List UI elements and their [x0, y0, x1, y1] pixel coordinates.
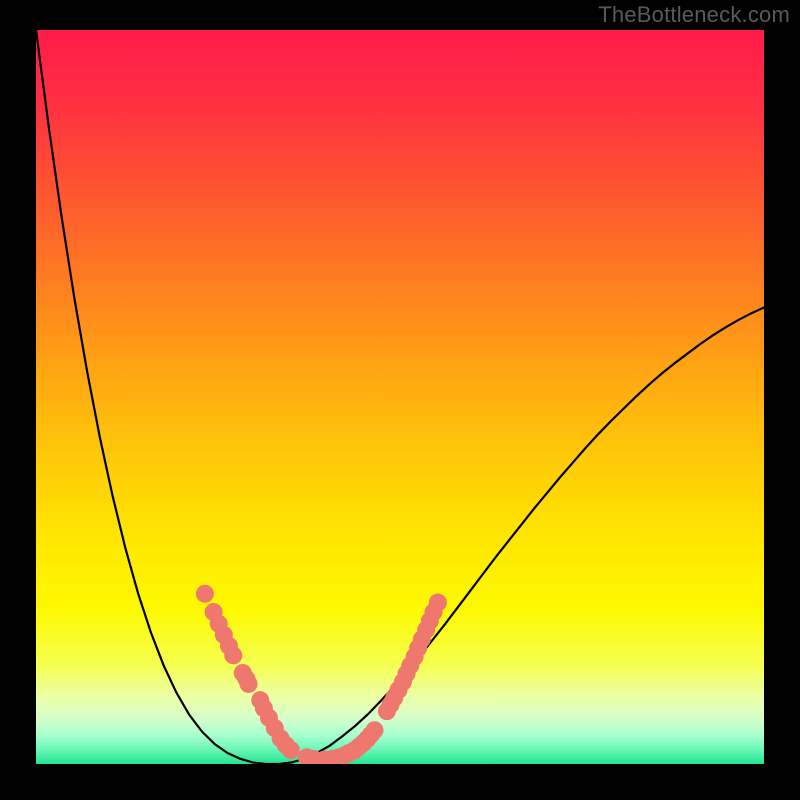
bottleneck-curve	[36, 30, 764, 764]
data-point	[366, 721, 384, 739]
curve-layer	[36, 30, 764, 764]
data-point	[282, 741, 300, 759]
data-point	[196, 585, 214, 603]
data-point	[429, 594, 447, 612]
chart-container: TheBottleneck.com	[0, 0, 800, 800]
plot-area	[36, 30, 764, 764]
data-point	[224, 646, 242, 664]
watermark-text: TheBottleneck.com	[598, 2, 790, 28]
data-point	[240, 675, 258, 693]
